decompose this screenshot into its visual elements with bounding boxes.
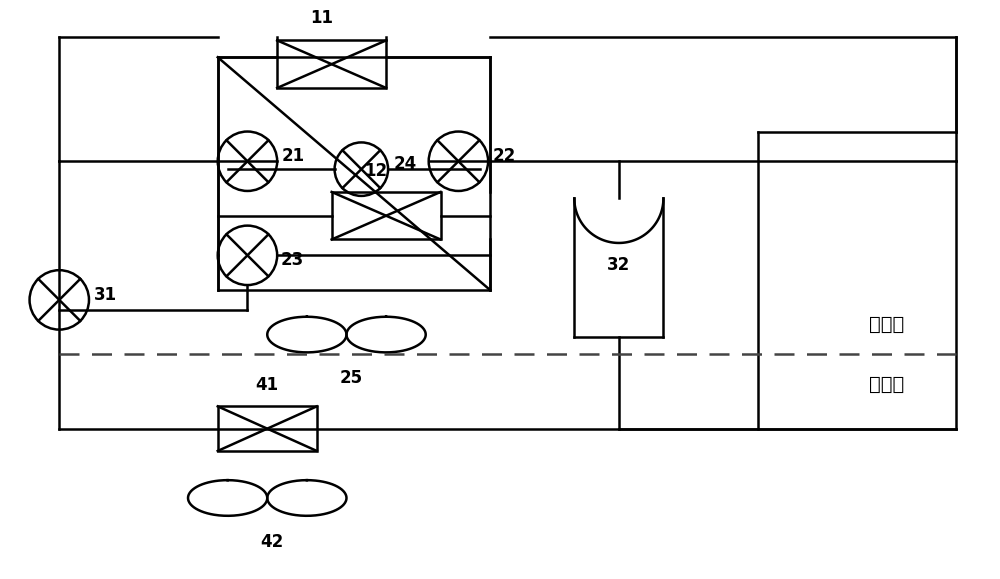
Text: 32: 32 — [607, 256, 630, 274]
Text: 11: 11 — [310, 9, 333, 27]
Text: 31: 31 — [94, 286, 117, 304]
Text: 41: 41 — [256, 376, 279, 394]
Text: 42: 42 — [261, 533, 284, 551]
Text: 24: 24 — [394, 155, 417, 173]
Text: 12: 12 — [365, 162, 388, 180]
Text: 25: 25 — [340, 369, 363, 387]
Text: 23: 23 — [280, 251, 303, 269]
Bar — [218, 406, 317, 451]
Text: 室外侧: 室外侧 — [869, 315, 904, 334]
Bar — [277, 41, 386, 88]
Text: 室内侧: 室内侧 — [869, 375, 904, 394]
Text: 21: 21 — [282, 147, 305, 165]
Bar — [332, 192, 441, 240]
Text: 22: 22 — [493, 147, 516, 165]
